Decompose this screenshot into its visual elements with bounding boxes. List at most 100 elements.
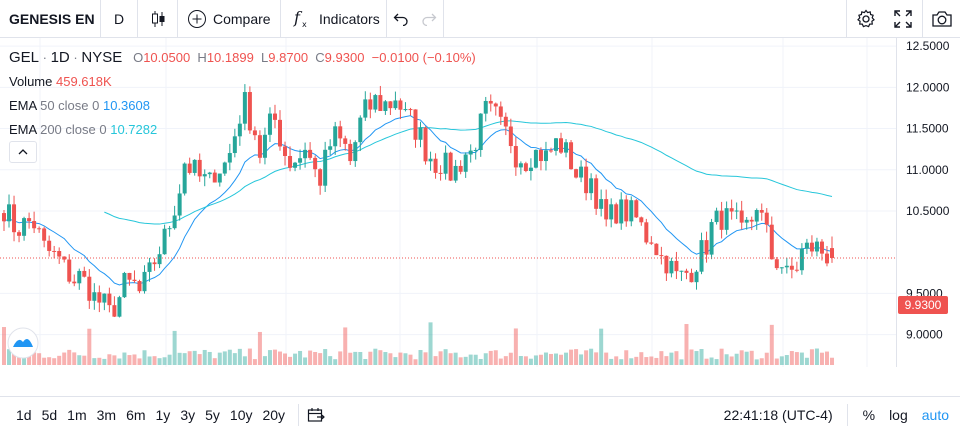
candle-body: [388, 101, 393, 109]
volume-bar: [167, 354, 172, 365]
candle-body: [629, 200, 634, 222]
candle-body: [272, 113, 277, 120]
volume-bar: [222, 351, 227, 365]
volume-bar: [137, 358, 142, 365]
legend-collapse-button[interactable]: [9, 141, 37, 163]
ema50-line: [3, 115, 833, 286]
volume-bar: [72, 352, 77, 365]
candle-body: [428, 158, 433, 162]
candle-body: [212, 172, 217, 183]
price-tick-label: 12.5000: [906, 39, 950, 53]
candle-body: [739, 210, 744, 223]
volume-bar: [252, 359, 257, 365]
candle-body: [408, 109, 413, 111]
volume-bar: [689, 349, 694, 365]
range-1m[interactable]: 1m: [67, 407, 87, 423]
volume-bar: [338, 351, 343, 365]
candle-body: [744, 219, 749, 223]
volume-bar: [458, 357, 463, 365]
volume-bar: [674, 351, 679, 365]
redo-icon[interactable]: [421, 12, 437, 26]
candle-body: [298, 158, 303, 163]
date-range-icon[interactable]: [307, 407, 325, 423]
candle-body: [774, 259, 779, 269]
volume-bar: [177, 352, 182, 365]
undo-icon[interactable]: [393, 12, 409, 26]
candle-body: [107, 293, 112, 306]
legend-ema50-row[interactable]: EMA 50 close 0 10.3608: [9, 94, 476, 118]
range-3y[interactable]: 3y: [180, 407, 196, 423]
candle-body: [689, 272, 694, 283]
volume-bar: [77, 355, 82, 365]
chart-style-button[interactable]: [138, 0, 178, 38]
candle-body: [333, 126, 338, 147]
volume-bar: [664, 356, 669, 365]
volume-bar: [202, 349, 207, 365]
volume-bar: [739, 350, 744, 365]
volume-bar: [212, 358, 217, 365]
candle-body: [27, 218, 32, 222]
candle-body: [373, 95, 378, 110]
candle-body: [222, 162, 227, 174]
bottom-separator: [298, 404, 300, 426]
range-5y[interactable]: 5y: [205, 407, 220, 423]
candle-body: [177, 193, 182, 216]
legend-volume-row[interactable]: Volume 459.618K: [9, 70, 476, 94]
volume-bar: [749, 350, 754, 365]
candle-body: [498, 106, 503, 117]
legend-ema200-row[interactable]: EMA 200 close 0 10.7282: [9, 118, 476, 142]
candle-body: [227, 153, 232, 163]
legend-change: −0.0100 (−0.10%): [371, 50, 476, 65]
candle-body: [664, 255, 669, 274]
candle-body: [579, 166, 584, 178]
ema200-params: 200 close 0: [40, 122, 107, 137]
symbol-search-button[interactable]: GENESIS EN: [0, 0, 101, 38]
log-toggle[interactable]: log: [889, 407, 908, 423]
candle-body: [398, 100, 403, 110]
ema200-value: 10.7282: [110, 122, 158, 137]
volume-bar: [383, 352, 388, 365]
range-1d[interactable]: 1d: [16, 407, 32, 423]
candle-body: [12, 204, 17, 233]
volume-bar: [579, 354, 584, 365]
fullscreen-button[interactable]: [884, 0, 922, 38]
auto-toggle[interactable]: auto: [921, 407, 949, 423]
volume-bar: [67, 349, 72, 365]
volume-bar: [814, 348, 819, 365]
range-5d[interactable]: 5d: [41, 407, 58, 423]
compare-button[interactable]: Compare: [178, 0, 281, 38]
range-1y[interactable]: 1y: [155, 407, 171, 423]
candle-body: [308, 149, 313, 158]
range-10y[interactable]: 10y: [229, 407, 253, 423]
legend: GEL · 1D · NYSE O10.0500 H10.1899 L9.870…: [9, 46, 476, 142]
clock-time[interactable]: 22:41:18 (UTC-4): [723, 407, 833, 423]
volume-bar: [478, 358, 483, 365]
screenshot-button[interactable]: [922, 0, 960, 38]
candle-body: [674, 260, 679, 272]
volume-bar: [272, 349, 277, 365]
volume-bar: [423, 352, 428, 365]
volume-bar: [709, 357, 714, 365]
volume-bar: [769, 324, 774, 365]
candle-body: [283, 146, 288, 157]
candle-body: [794, 269, 799, 271]
candle-body: [769, 224, 774, 260]
range-20y[interactable]: 20y: [262, 407, 286, 423]
candle-body: [348, 143, 353, 162]
candle-body: [157, 254, 162, 265]
chart-area[interactable]: 12.5000 12.0000 11.5000 11.0000 10.5000 9.500…: [0, 38, 960, 367]
last-price-label: 9.9300: [898, 296, 948, 314]
legend-close: 9.9300: [324, 50, 365, 65]
range-6m[interactable]: 6m: [126, 407, 146, 423]
candle-body: [92, 292, 97, 301]
settings-button[interactable]: [846, 0, 884, 38]
percent-toggle[interactable]: %: [862, 407, 876, 423]
candle-body: [659, 255, 664, 257]
candle-body: [403, 109, 408, 111]
volume-bar: [298, 350, 303, 365]
range-3m[interactable]: 3m: [96, 407, 117, 423]
volume-bar: [42, 357, 47, 365]
interval-button[interactable]: D: [101, 0, 138, 38]
volume-bar: [493, 350, 498, 365]
